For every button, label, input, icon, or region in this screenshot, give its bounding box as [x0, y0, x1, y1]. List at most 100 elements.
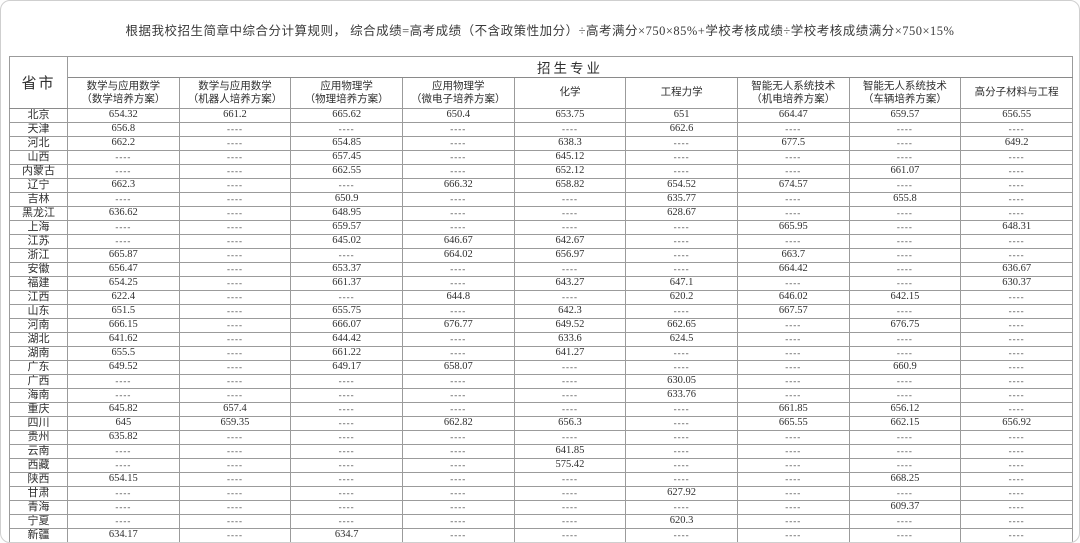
- score-cell: 676.77: [401, 318, 515, 333]
- majors-group-header: 招生专业: [67, 56, 1073, 78]
- score-cell: ----: [736, 318, 850, 333]
- score-cell: ----: [848, 220, 962, 235]
- score-cell: 668.25: [848, 472, 962, 487]
- score-cell: ----: [401, 528, 515, 542]
- score-cell: ----: [401, 388, 515, 403]
- score-cell: ----: [67, 164, 180, 179]
- score-cell: ----: [178, 374, 292, 389]
- table-row: 四川 645 659.35 ---- 662.82 656.3 ---- 665.55 662.…: [9, 416, 1073, 431]
- score-cell: ----: [960, 332, 1073, 347]
- score-cell: 649.52: [513, 318, 627, 333]
- table-row: 甘肃 ---- ---- ---- ---- ---- 627.92 ---- ---- ----: [9, 486, 1073, 501]
- score-cell: ----: [960, 458, 1073, 473]
- score-cell: ----: [625, 528, 738, 542]
- score-cell: ----: [848, 486, 962, 501]
- table-row: 贵州 635.82 ---- ---- ---- ---- ---- ---- ---- ----: [9, 430, 1073, 445]
- score-cell: ----: [960, 486, 1073, 501]
- province-cell: 河北: [9, 136, 68, 151]
- score-cell: 664.42: [736, 262, 850, 277]
- score-cell: ----: [67, 514, 180, 529]
- score-cell: ----: [736, 276, 850, 291]
- score-cell: 659.57: [290, 220, 403, 235]
- score-cell: ----: [736, 234, 850, 249]
- score-cell: ----: [178, 486, 292, 501]
- score-cell: 633.76: [625, 388, 738, 403]
- score-cell: ----: [401, 164, 515, 179]
- major-plan: （机器人培养方案）: [187, 94, 283, 105]
- score-cell: 634.17: [67, 528, 180, 542]
- score-cell: 648.31: [960, 220, 1073, 235]
- score-cell: 655.75: [290, 304, 403, 319]
- major-column-header: 工程力学: [625, 77, 738, 109]
- major-column-header: 数学与应用数学 （数学培养方案）: [67, 77, 180, 109]
- province-cell: 新疆: [9, 528, 68, 542]
- score-cell: ----: [401, 430, 515, 445]
- table-row: 内蒙古 ---- ---- 662.55 ---- 652.12 ---- ---- 661.0…: [9, 164, 1073, 179]
- admission-score-table: 省市 招生专业 数学与应用数学 （数学培养方案） 数学与应用数学 （机器人培养方案） 应…: [9, 56, 1073, 542]
- province-cell: 浙江: [9, 248, 68, 263]
- major-column-header: 数学与应用数学 （机器人培养方案）: [178, 77, 292, 109]
- score-cell: 644.8: [401, 290, 515, 305]
- score-cell: 654.85: [290, 136, 403, 151]
- score-cell: ----: [736, 514, 850, 529]
- table-row: 黑龙江 636.62 ---- 648.95 ---- ---- 628.67 ---- ---…: [9, 206, 1073, 221]
- table-row: 江西 622.4 ---- ---- 644.8 ---- 620.2 646.02 642.1…: [9, 290, 1073, 305]
- score-cell: ----: [67, 234, 180, 249]
- score-cell: 656.47: [67, 262, 180, 277]
- score-cell: ----: [736, 458, 850, 473]
- score-cell: 649.2: [960, 136, 1073, 151]
- score-cell: ----: [960, 150, 1073, 165]
- score-cell: ----: [178, 346, 292, 361]
- score-cell: ----: [848, 304, 962, 319]
- major-plan: （机电培养方案）: [751, 94, 836, 105]
- score-cell: 657.45: [290, 150, 403, 165]
- table-row: 新疆 634.17 ---- 634.7 ---- ---- ---- ---- ---- ---…: [9, 528, 1073, 542]
- score-cell: ----: [178, 430, 292, 445]
- score-cell: 609.37: [848, 500, 962, 515]
- score-cell: ----: [625, 304, 738, 319]
- score-cell: ----: [67, 458, 180, 473]
- score-cell: 645: [67, 416, 180, 431]
- score-cell: 635.77: [625, 192, 738, 207]
- province-cell: 西藏: [9, 458, 68, 473]
- score-cell: 677.5: [736, 136, 850, 151]
- province-cell: 天津: [9, 122, 68, 137]
- score-cell: 662.55: [290, 164, 403, 179]
- score-cell: ----: [290, 500, 403, 515]
- province-cell: 内蒙古: [9, 164, 68, 179]
- score-cell: ----: [960, 164, 1073, 179]
- score-cell: ----: [513, 388, 627, 403]
- score-cell: ----: [513, 206, 627, 221]
- score-cell: 636.67: [960, 262, 1073, 277]
- score-cell: ----: [401, 514, 515, 529]
- major-plan: （微电子培养方案）: [411, 94, 506, 105]
- score-cell: 666.32: [401, 178, 515, 193]
- score-cell: ----: [513, 262, 627, 277]
- score-cell: ----: [960, 528, 1073, 542]
- score-cell: 664.02: [401, 248, 515, 263]
- score-cell: ----: [960, 500, 1073, 515]
- score-cell: ----: [960, 374, 1073, 389]
- province-cell: 山东: [9, 304, 68, 319]
- score-cell: 636.62: [67, 206, 180, 221]
- score-cell: ----: [178, 276, 292, 291]
- score-cell: ----: [960, 192, 1073, 207]
- score-cell: ----: [848, 178, 962, 193]
- score-cell: ----: [960, 360, 1073, 375]
- score-cell: ----: [625, 430, 738, 445]
- score-cell: ----: [178, 150, 292, 165]
- score-cell: 654.25: [67, 276, 180, 291]
- score-cell: ----: [625, 360, 738, 375]
- score-cell: 648.95: [290, 206, 403, 221]
- score-cell: ----: [290, 514, 403, 529]
- score-cell: 654.32: [67, 108, 180, 123]
- province-cell: 四川: [9, 416, 68, 431]
- score-cell: ----: [67, 150, 180, 165]
- major-plan: （数学培养方案）: [81, 94, 166, 105]
- score-cell: ----: [960, 430, 1073, 445]
- province-cell: 广西: [9, 374, 68, 389]
- score-cell: ----: [513, 290, 627, 305]
- score-cell: ----: [513, 528, 627, 542]
- score-cell: ----: [178, 360, 292, 375]
- province-cell: 海南: [9, 388, 68, 403]
